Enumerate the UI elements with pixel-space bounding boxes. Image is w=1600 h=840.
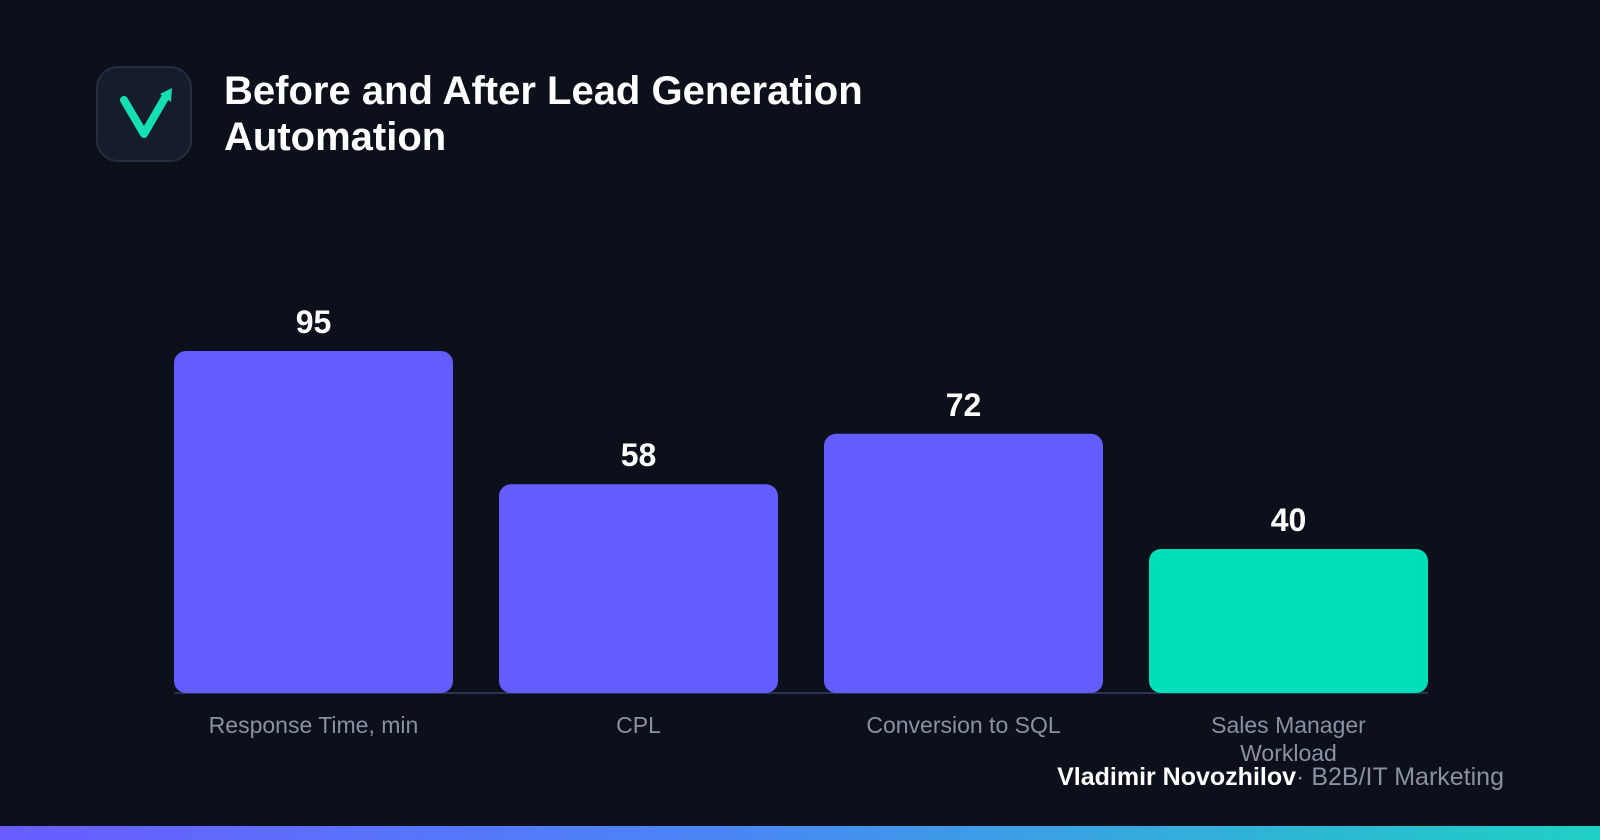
bar bbox=[174, 351, 453, 693]
data-label: 40 bbox=[1271, 502, 1307, 538]
category-label: Conversion to SQL bbox=[866, 712, 1061, 738]
bar bbox=[1149, 549, 1428, 693]
data-label: 72 bbox=[946, 387, 982, 423]
data-label: 95 bbox=[296, 304, 332, 340]
logo bbox=[96, 66, 192, 162]
author-credit: Vladimir Novozhilov· B2B/IT Marketing bbox=[1057, 762, 1504, 792]
data-label: 58 bbox=[621, 437, 657, 473]
checkmark-arrow-logo-icon bbox=[120, 88, 172, 138]
chart-title: Before and After Lead Generation Automat… bbox=[224, 69, 863, 159]
category-label: CPL bbox=[616, 712, 661, 738]
bar bbox=[499, 484, 778, 693]
category-label: Response Time, min bbox=[209, 712, 419, 738]
author-name: Vladimir Novozhilov bbox=[1057, 763, 1297, 791]
credit-separator: · bbox=[1296, 763, 1305, 791]
bar bbox=[824, 433, 1103, 693]
author-role: B2B/IT Marketing bbox=[1311, 763, 1504, 791]
bottom-gradient-bar bbox=[0, 826, 1600, 840]
bar-chart: 95 Response Time, min 58 CPL 72 Conversion to… bbox=[174, 304, 1428, 766]
category-label: Sales Manager Workload bbox=[1211, 712, 1366, 766]
